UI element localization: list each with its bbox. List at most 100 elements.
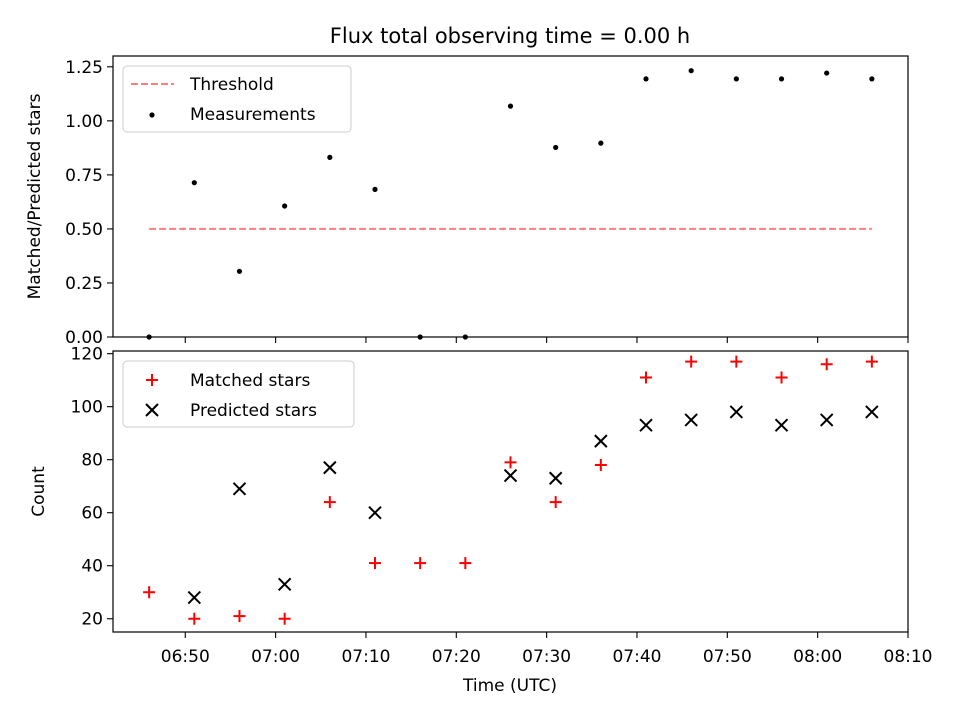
bottom-plot-frame bbox=[112, 350, 909, 633]
marker-stroke bbox=[277, 577, 292, 591]
measurement-point bbox=[688, 68, 694, 74]
predicted-star-point bbox=[187, 590, 202, 605]
measurement-point bbox=[507, 103, 514, 109]
bottom-y-ticks: 20 40 60 80 100 120 bbox=[71, 345, 113, 630]
legend-matched-label: Matched stars bbox=[190, 371, 310, 391]
y-tick-label: 100 bbox=[71, 398, 103, 418]
matched-star-point bbox=[775, 371, 788, 384]
predicted-star-point bbox=[774, 418, 789, 432]
predicted-star-point bbox=[232, 482, 247, 496]
measurement-point bbox=[598, 140, 604, 146]
measurement-point bbox=[778, 76, 785, 82]
y-tick-label: 80 bbox=[81, 451, 103, 471]
marker-stroke bbox=[729, 405, 744, 419]
measurement-point bbox=[372, 186, 378, 192]
matched-star-point bbox=[594, 458, 607, 471]
matched-star-point bbox=[368, 557, 381, 570]
y-tick-label: 0.75 bbox=[65, 166, 103, 186]
y-tick-label: 20 bbox=[81, 610, 103, 630]
predicted-star-point bbox=[368, 506, 382, 520]
x-tick-label: 07:40 bbox=[612, 647, 661, 667]
measurement-point bbox=[417, 334, 423, 340]
marker-stroke bbox=[548, 471, 563, 485]
matched-star-point bbox=[549, 496, 562, 509]
legend-measurements-swatch bbox=[149, 112, 155, 118]
x-tick-label: 08:10 bbox=[884, 647, 933, 667]
y-tick-label: 1.00 bbox=[65, 112, 103, 132]
top-x-ticks bbox=[184, 337, 909, 343]
measurement-point bbox=[462, 334, 468, 340]
predicted-star-point bbox=[323, 460, 337, 475]
bottom-x-ticks: 06:50 07:00 07:10 07:20 07:30 07:40 07:50 08:00… bbox=[161, 632, 933, 667]
top-legend-box bbox=[122, 65, 352, 133]
predicted-star-point bbox=[729, 405, 744, 419]
bottom-legend: Matched stars Predicted stars bbox=[122, 360, 355, 428]
measurement-point bbox=[733, 76, 739, 82]
y-tick-label: 60 bbox=[81, 504, 103, 524]
top-plot-frame bbox=[112, 55, 909, 338]
y-tick-label: 120 bbox=[71, 345, 103, 365]
predicted-star-point bbox=[639, 418, 653, 432]
predicted-star-point bbox=[684, 413, 698, 427]
measurement-point bbox=[643, 76, 649, 82]
predicted-star-point bbox=[277, 577, 292, 591]
predicted-star-point bbox=[548, 471, 563, 485]
bottom-series bbox=[143, 355, 879, 625]
top-y-axis-label: Matched/Predicted stars bbox=[25, 93, 45, 299]
measurement-point bbox=[869, 76, 875, 82]
matched-star-point bbox=[504, 456, 517, 469]
matched-star-point bbox=[278, 612, 291, 625]
measurement-point bbox=[146, 334, 152, 340]
measurement-point bbox=[236, 268, 243, 274]
x-tick-label: 06:50 bbox=[161, 647, 210, 667]
y-tick-label: 0.50 bbox=[65, 220, 103, 240]
matched-star-point bbox=[233, 610, 246, 623]
marker-stroke bbox=[503, 468, 518, 483]
bottom-y-axis-label: Count bbox=[29, 466, 49, 517]
measurement-point bbox=[191, 180, 197, 186]
predicted-star-point bbox=[865, 405, 879, 419]
x-tick-label: 07:20 bbox=[432, 647, 481, 667]
marker-stroke bbox=[594, 434, 608, 448]
marker-stroke bbox=[865, 405, 879, 419]
y-tick-label: 40 bbox=[81, 557, 103, 577]
predicted-star-point bbox=[819, 413, 834, 427]
measurement-point bbox=[553, 144, 559, 151]
legend-predicted-label: Predicted stars bbox=[190, 401, 317, 421]
matched-star-point bbox=[323, 496, 336, 509]
measurement-point bbox=[327, 154, 333, 160]
matched-star-point bbox=[640, 371, 653, 384]
marker-stroke bbox=[187, 590, 202, 605]
legend-matched-swatch bbox=[146, 374, 158, 386]
bottom-legend-box bbox=[122, 360, 355, 428]
measurement-point bbox=[824, 70, 830, 76]
x-tick-label: 07:10 bbox=[341, 647, 390, 667]
x-tick-label: 07:00 bbox=[251, 647, 300, 667]
y-tick-label: 0.00 bbox=[65, 328, 103, 348]
y-tick-label: 1.25 bbox=[65, 58, 103, 78]
x-tick-label: 07:50 bbox=[703, 647, 752, 667]
top-series bbox=[146, 68, 875, 340]
top-y-ticks: 0.00 0.25 0.50 0.75 1.00 1.25 bbox=[65, 58, 113, 348]
chart-title: Flux total observing time = 0.00 h bbox=[330, 24, 690, 48]
matched-star-point bbox=[820, 358, 833, 371]
legend-predicted-swatch bbox=[145, 403, 159, 417]
top-panel: Matched/Predicted stars 0.00 0.25 0.50 0.75… bbox=[25, 55, 909, 348]
legend-threshold-label: Threshold bbox=[189, 75, 274, 95]
marker-stroke bbox=[368, 506, 382, 520]
marker-stroke bbox=[232, 482, 247, 496]
matched-star-point bbox=[414, 557, 427, 570]
y-tick-label: 0.25 bbox=[65, 274, 103, 294]
marker-stroke bbox=[819, 413, 834, 427]
x-tick-label: 08:00 bbox=[793, 647, 842, 667]
marker-stroke bbox=[639, 418, 653, 432]
top-legend: Threshold Measurements bbox=[122, 65, 352, 133]
matched-star-point bbox=[143, 586, 156, 599]
marker-stroke bbox=[774, 418, 789, 432]
bottom-panel: Count Time (UTC) 20 40 60 80 100 120 06:50 07:… bbox=[29, 345, 933, 696]
marker-stroke bbox=[684, 413, 698, 427]
predicted-star-point bbox=[594, 434, 608, 448]
matched-star-point bbox=[188, 612, 201, 625]
matched-star-point bbox=[865, 355, 878, 368]
